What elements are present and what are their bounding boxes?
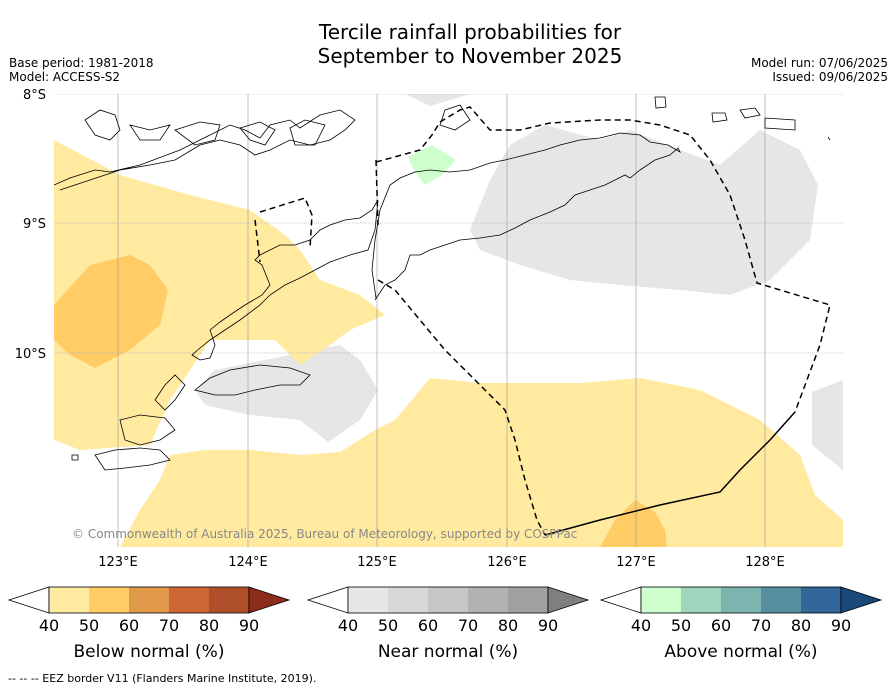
eez-border-solid xyxy=(544,411,796,536)
colorbar-tick-label: 50 xyxy=(378,616,398,635)
colorbar-extend-high xyxy=(840,586,883,614)
small-islands-top xyxy=(84,96,796,146)
colorbar-tick-label: 40 xyxy=(39,616,59,635)
savu-coast xyxy=(194,364,311,396)
flores-coast xyxy=(54,109,356,191)
colorbar-tick-label: 50 xyxy=(79,616,99,635)
colorbar-tick-label: 40 xyxy=(338,616,358,635)
lon-label-128e: 128°E xyxy=(745,555,785,570)
colorbar-above-normal: 40 50 60 70 80 90 Above normal (%) xyxy=(599,586,883,662)
colorbar-title: Above normal (%) xyxy=(664,642,817,662)
colorbar-near-normal: 40 50 60 70 80 90 Near normal (%) xyxy=(306,586,590,662)
colorbar-tick-label: 60 xyxy=(711,616,731,635)
timor-coast xyxy=(371,132,681,301)
lat-label-10s: 10°S xyxy=(15,347,46,362)
colorbar-below-normal: 40 50 60 70 80 90 Below normal (%) xyxy=(7,586,291,662)
colorbar-tick-label: 80 xyxy=(498,616,518,635)
copyright-text: © Commonwealth of Australia 2025, Bureau… xyxy=(72,527,577,541)
below-normal-region-60 xyxy=(54,255,168,368)
colorbar-segment xyxy=(801,587,841,613)
lon-tick-labels: 123°E 124°E 125°E 126°E 127°E 128°E xyxy=(98,555,785,570)
lon-label-123e: 123°E xyxy=(98,555,138,570)
sumba-rote-coast xyxy=(191,199,379,361)
colorbar-tick-label: 80 xyxy=(791,616,811,635)
issued-text: Issued: 09/06/2025 xyxy=(772,70,888,84)
colorbar-segment xyxy=(49,587,89,613)
colorbar-segment xyxy=(348,587,388,613)
model-text: Model: ACCESS-S2 xyxy=(9,70,121,84)
colorbar-title: Below normal (%) xyxy=(74,642,225,662)
below-normal-region-60-south xyxy=(600,500,667,547)
colorbar-tick-label: 90 xyxy=(831,616,851,635)
colorbar-segment xyxy=(428,587,468,613)
colorbar-extend-low xyxy=(599,586,642,614)
chart-title: Tercile rainfall probabilities for Septe… xyxy=(0,20,896,68)
colorbar-segment xyxy=(468,587,508,613)
colorbar-tick-label: 60 xyxy=(418,616,438,635)
near-normal-region-center xyxy=(195,345,378,442)
meta-right: Model run: 07/06/2025 Issued: 09/06/2025 xyxy=(751,56,888,84)
lon-label-126e: 126°E xyxy=(487,555,527,570)
colorbar-tick-label: 90 xyxy=(538,616,558,635)
colorbar-segment xyxy=(129,587,169,613)
colorbar-segment xyxy=(721,587,761,613)
colorbar-extend-low xyxy=(306,586,349,614)
lon-label-124e: 124°E xyxy=(228,555,268,570)
near-normal-region-east xyxy=(470,125,818,295)
lon-label-127e: 127°E xyxy=(616,555,656,570)
below-normal-region-west xyxy=(54,140,385,450)
lat-label-9s: 9°S xyxy=(23,217,46,232)
colorbar-tick-label: 80 xyxy=(199,616,219,635)
near-normal-region-right-edge xyxy=(812,380,843,470)
colorbar-segment xyxy=(169,587,209,613)
title-line-1: Tercile rainfall probabilities for xyxy=(318,20,622,44)
map-area: © Commonwealth of Australia 2025, Bureau… xyxy=(54,94,843,547)
colorbar-tick-label: 90 xyxy=(239,616,259,635)
colorbar-segment xyxy=(641,587,681,613)
eez-border xyxy=(254,106,831,536)
colorbar-extend-high xyxy=(547,586,590,614)
far-right-coast xyxy=(827,136,831,141)
colorbar-tick-label: 70 xyxy=(751,616,771,635)
colorbar-tick-label: 70 xyxy=(159,616,179,635)
colorbar-title: Near normal (%) xyxy=(378,642,518,662)
colorbar-segment xyxy=(89,587,129,613)
base-period-text: Base period: 1981-2018 xyxy=(9,56,154,70)
coastlines xyxy=(54,96,831,471)
rote-coast xyxy=(71,374,186,471)
colorbar-segment xyxy=(388,587,428,613)
footnote: -- -- -- EEZ border V11 (Flanders Marine… xyxy=(8,672,317,685)
colorbar-tick-label: 50 xyxy=(671,616,691,635)
lat-label-8s: 8°S xyxy=(23,88,46,103)
lat-tick-labels: 8°S 9°S 10°S xyxy=(15,88,46,362)
colorbar-segment xyxy=(761,587,801,613)
colorbar-tick-label: 60 xyxy=(119,616,139,635)
above-normal-region xyxy=(408,145,456,185)
lon-label-125e: 125°E xyxy=(357,555,397,570)
colorbar-tick-label: 40 xyxy=(631,616,651,635)
colorbar-segment xyxy=(508,587,548,613)
meta-left: Base period: 1981-2018 Model: ACCESS-S2 xyxy=(9,56,154,84)
title-line-2: September to November 2025 xyxy=(317,44,623,68)
colorbar-tick-label: 70 xyxy=(458,616,478,635)
model-run-text: Model run: 07/06/2025 xyxy=(750,56,888,70)
near-normal-region-top xyxy=(405,94,470,106)
colorbar-extend-low xyxy=(7,586,50,614)
colorbar-segment xyxy=(681,587,721,613)
colorbar-segment xyxy=(209,587,249,613)
colorbar-extend-high xyxy=(248,586,291,614)
